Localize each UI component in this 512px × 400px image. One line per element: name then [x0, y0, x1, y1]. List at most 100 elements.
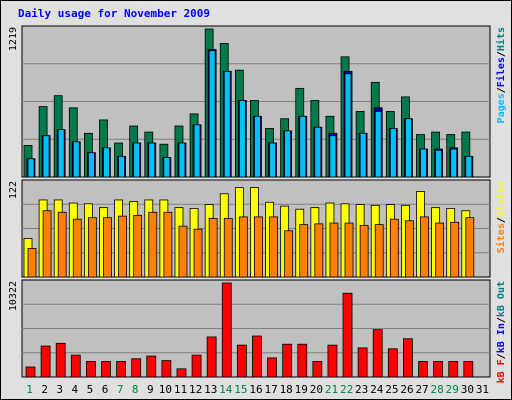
bar-kb-f-day-26	[403, 338, 413, 378]
bar-pages-day-2	[42, 135, 50, 178]
bar-kb-f-day-21	[327, 344, 338, 378]
bar-pages-day-17	[269, 142, 276, 178]
bar-sites-day-2	[42, 210, 52, 278]
bar-sites-day-20	[314, 223, 324, 278]
bar-kb-f-day-11	[176, 368, 187, 378]
bar-sites-day-29	[450, 221, 460, 278]
legend-item: /	[496, 317, 507, 323]
bar-sites-day-10	[163, 211, 173, 278]
bar-sites-day-8	[133, 214, 143, 278]
legend-item: Visits	[495, 181, 507, 217]
bar-pages-day-25	[389, 128, 397, 178]
legend-item: kB Out	[496, 281, 507, 317]
bar-pages-day-5	[87, 152, 95, 178]
day-label-15: 15	[234, 383, 247, 396]
day-label-25: 25	[385, 383, 398, 396]
day-label-3: 3	[56, 383, 63, 396]
bar-sites-day-16	[254, 216, 263, 278]
bar-sites-day-1	[27, 248, 37, 278]
day-label-29: 29	[446, 383, 459, 396]
bar-pages-day-14	[223, 70, 231, 178]
bar-sites-day-18	[284, 230, 294, 278]
day-label-21: 21	[325, 383, 338, 396]
bar-pages-day-16	[254, 115, 261, 178]
bar-kb-f-day-18	[282, 343, 293, 378]
bar-sites-day-17	[269, 216, 278, 278]
bar-pages-day-21	[329, 135, 337, 178]
day-label-24: 24	[370, 383, 384, 396]
chart-panel-visits-sites: 122 Sites/Visits	[8, 179, 507, 278]
bar-kb-f-day-17	[267, 357, 277, 378]
bar-pages-day-23	[359, 132, 367, 178]
bar-sites-day-9	[148, 211, 158, 278]
day-label-13: 13	[204, 383, 217, 396]
day-label-9: 9	[147, 383, 154, 396]
bar-pages-day-20	[314, 126, 322, 178]
bar-kb-f-day-24	[372, 329, 383, 378]
bar-sites-day-26	[405, 220, 414, 278]
bar-sites-day-6	[103, 217, 112, 278]
day-label-28: 28	[431, 383, 444, 396]
bar-kb-f-day-25	[387, 348, 398, 378]
bar-pages-day-26	[405, 118, 412, 178]
bar-sites-day-27	[420, 216, 429, 278]
bar-kb-f-day-8	[131, 358, 142, 378]
bar-pages-day-24	[374, 111, 382, 178]
bar-sites-day-30	[465, 217, 475, 278]
bar-sites-day-15	[238, 216, 248, 278]
bar-sites-day-3	[57, 211, 67, 278]
bar-pages-day-3	[57, 129, 65, 178]
legend-item: /	[496, 217, 507, 223]
day-label-18: 18	[280, 383, 293, 396]
bar-sites-day-4	[72, 218, 82, 278]
legend-item: Files	[495, 57, 507, 87]
bar-sites-day-11	[178, 225, 188, 278]
bar-sites-day-19	[299, 224, 309, 278]
legend-item: kB F	[496, 359, 507, 383]
day-label-27: 27	[415, 383, 428, 396]
bar-pages-day-12	[193, 124, 201, 178]
bar-kb-f-day-23	[357, 347, 368, 378]
legend-item: Pages	[496, 93, 507, 123]
bar-sites-day-7	[118, 215, 127, 278]
bar-sites-day-28	[435, 222, 445, 278]
bar-kb-f-day-12	[191, 354, 202, 378]
bar-pages-day-4	[72, 141, 80, 178]
bar-kb-f-day-5	[85, 361, 96, 378]
bar-pages-day-6	[103, 147, 110, 178]
bar-sites-day-12	[193, 228, 203, 278]
y-max-label: 10322	[8, 281, 19, 311]
day-label-23: 23	[355, 383, 368, 396]
day-label-5: 5	[87, 383, 94, 396]
bar-sites-day-25	[389, 218, 399, 278]
bar-kb-f-day-30	[463, 361, 474, 378]
day-label-20: 20	[310, 383, 323, 396]
legend-item: /	[496, 87, 507, 93]
y-max-label: 122	[8, 181, 19, 199]
bar-pages-day-8	[133, 142, 141, 178]
bar-sites-day-24	[374, 224, 384, 278]
bar-pages-day-10	[163, 157, 171, 178]
bar-kb-f-day-10	[161, 360, 172, 378]
bar-pages-day-19	[299, 115, 307, 178]
day-label-31: 31	[476, 383, 489, 396]
bar-kb-f-day-20	[312, 361, 323, 378]
legend-item: /	[496, 51, 507, 57]
bar-kb-f-day-2	[40, 345, 51, 378]
axis-legend: kB F/kB In/kB Out	[496, 281, 507, 383]
bar-pages-day-27	[420, 148, 427, 178]
day-label-12: 12	[189, 383, 202, 396]
day-label-22: 22	[340, 383, 353, 396]
legend-item: kB In	[496, 323, 507, 353]
bar-pages-day-28	[435, 149, 443, 178]
bar-kb-f-day-16	[252, 335, 262, 378]
bar-pages-day-29	[450, 148, 458, 178]
bar-kb-f-day-29	[448, 361, 459, 378]
bar-pages-day-13	[208, 50, 216, 178]
axis-legend: Pages/Files/Hits	[495, 27, 507, 123]
legend-item: /	[496, 353, 507, 359]
day-label-10: 10	[159, 383, 172, 396]
